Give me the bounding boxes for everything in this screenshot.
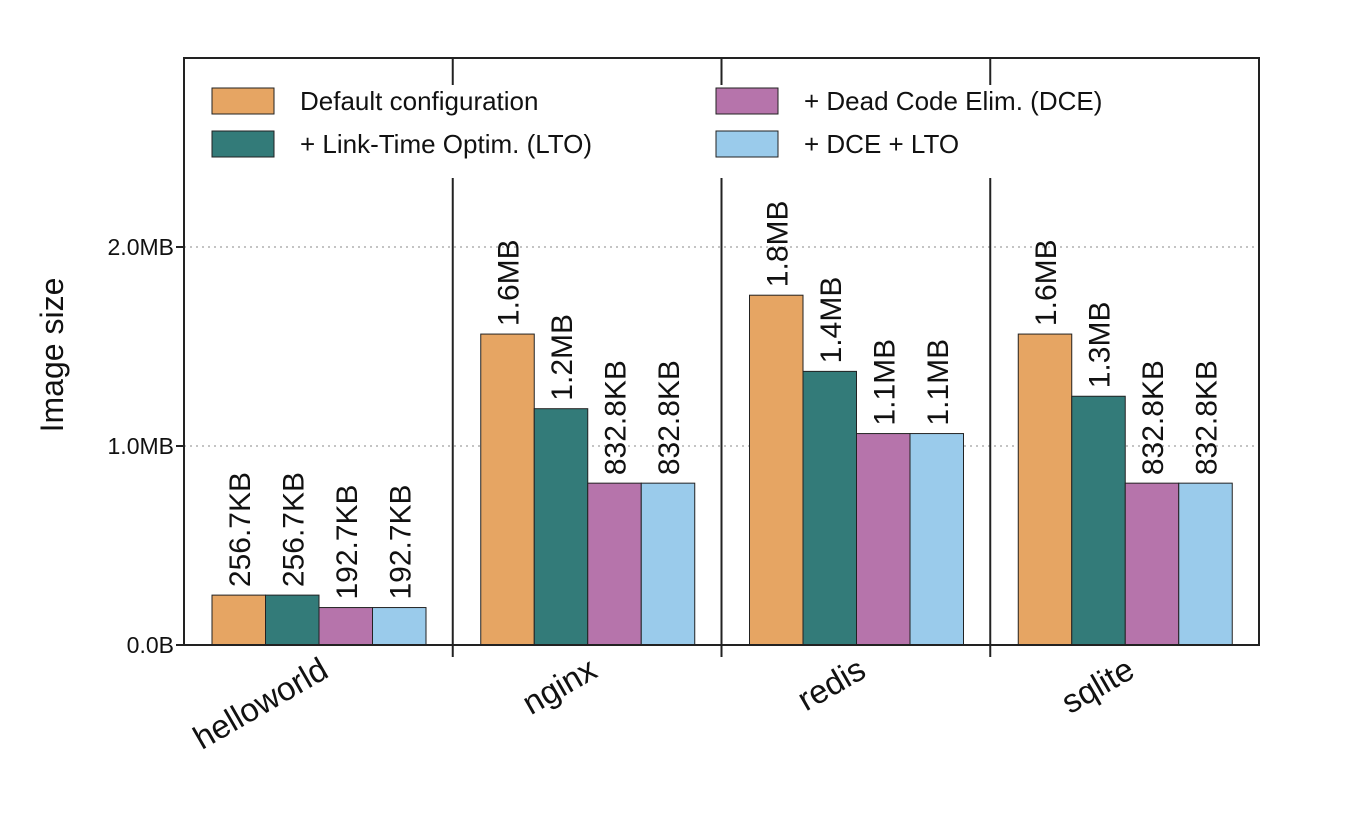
legend: Default configuration + Dead Code Elim. (… — [211, 86, 1102, 159]
bar-nginx-2 — [587, 482, 642, 646]
bar-helloworld-2 — [318, 607, 373, 646]
bar-helloworld-0 — [211, 594, 266, 646]
bar-nginx-0 — [480, 333, 535, 646]
data-label: 1.3MB — [1084, 302, 1117, 389]
data-label: 256.7KB — [277, 472, 310, 587]
bar-sqlite-0 — [1017, 333, 1073, 646]
legend-label: Default configuration — [300, 86, 538, 116]
data-label: 1.8MB — [761, 200, 794, 287]
legend-swatch — [715, 130, 779, 158]
bar-sqlite-3 — [1178, 482, 1233, 646]
bar-helloworld-3 — [372, 607, 427, 646]
x-category-label: redis — [791, 650, 871, 718]
data-label: 256.7KB — [224, 472, 257, 587]
group-separators — [451, 58, 992, 645]
bar-redis-1 — [802, 370, 857, 646]
data-label: 1.1MB — [868, 339, 901, 426]
x-category-label: nginx — [516, 650, 603, 722]
legend-swatch — [211, 130, 275, 158]
data-label: 1.2MB — [546, 314, 579, 401]
bars — [211, 294, 1233, 646]
data-label: 832.8KB — [653, 360, 686, 475]
x-category-label: helloworld — [187, 650, 334, 756]
bar-nginx-3 — [640, 482, 696, 646]
bar-redis-2 — [856, 433, 911, 646]
bar-helloworld-1 — [265, 594, 320, 646]
bar-redis-3 — [909, 433, 964, 646]
data-label: 832.8KB — [600, 360, 633, 475]
bar-nginx-1 — [533, 408, 589, 646]
legend-label: + DCE + LTO — [804, 129, 959, 159]
legend-swatch — [715, 87, 779, 115]
bar-redis-0 — [749, 294, 804, 646]
data-label: 1.6MB — [1030, 239, 1063, 326]
y-tick-label: 0.0B — [127, 632, 174, 658]
y-tick-label: 1.0MB — [108, 433, 174, 459]
legend-label: + Dead Code Elim. (DCE) — [804, 86, 1102, 116]
data-label: 192.7KB — [331, 484, 364, 599]
data-labels: 256.7KB 256.7KB 192.7KB 192.7KB 1.6MB 1.2MB 83… — [224, 200, 1224, 599]
data-label: 1.6MB — [493, 239, 526, 326]
y-axis-title: Image size — [34, 278, 70, 433]
legend-swatch — [211, 87, 275, 115]
y-tick-label: 2.0MB — [108, 234, 174, 260]
data-label: 832.8KB — [1137, 360, 1170, 475]
legend-label: + Link-Time Optim. (LTO) — [300, 129, 592, 159]
data-label: 1.4MB — [815, 277, 848, 364]
data-label: 192.7KB — [384, 484, 417, 599]
data-label: 1.1MB — [922, 339, 955, 426]
bar-sqlite-1 — [1071, 395, 1126, 646]
bar-sqlite-2 — [1124, 482, 1180, 646]
data-label: 832.8KB — [1191, 360, 1224, 475]
x-category-label: sqlite — [1055, 650, 1140, 721]
